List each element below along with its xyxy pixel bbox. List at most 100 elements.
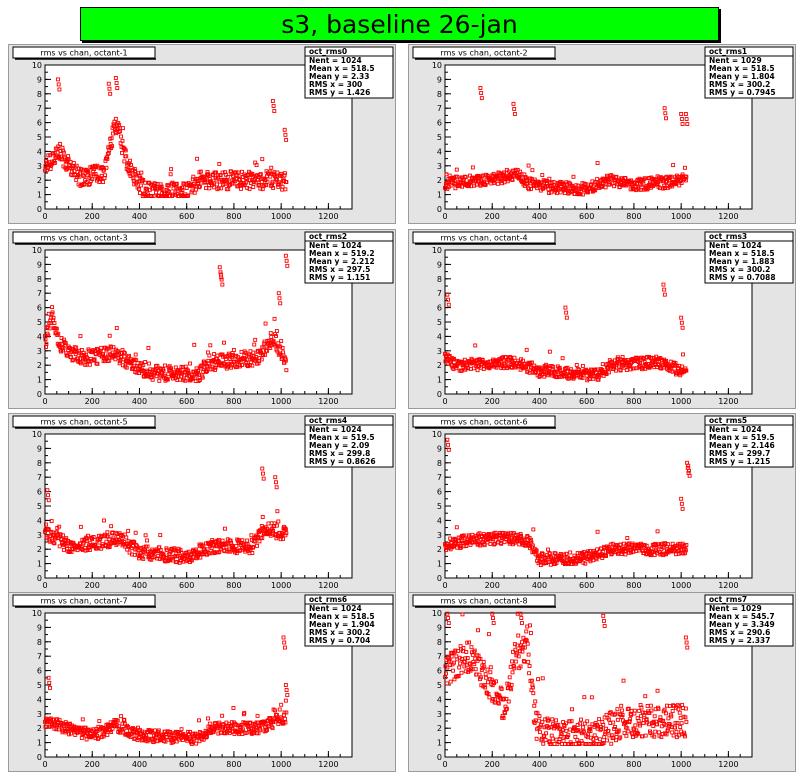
data-point	[200, 375, 205, 380]
data-point	[91, 358, 96, 362]
data-point	[126, 725, 131, 729]
stats-line: RMS x = 300	[309, 80, 362, 89]
data-point	[564, 315, 569, 320]
data-point	[274, 329, 279, 333]
x-tick-label: 600	[579, 397, 594, 406]
stats-line: Nent = 1029	[709, 604, 762, 613]
y-tick-label: 10	[32, 61, 42, 70]
x-tick-label: 800	[226, 581, 241, 590]
data-point	[551, 364, 556, 369]
data-point	[687, 473, 692, 478]
data-point	[497, 362, 502, 367]
y-tick-label: 1	[437, 560, 442, 569]
stats-line: Mean y = 2.33	[309, 72, 369, 81]
y-tick-label: 6	[37, 667, 42, 676]
data-point	[685, 122, 690, 126]
data-point	[207, 353, 212, 358]
data-point	[55, 146, 60, 151]
data-point	[682, 165, 687, 170]
data-point	[165, 377, 170, 382]
data-point	[448, 679, 453, 684]
data-point	[272, 109, 277, 114]
y-tick-label: 8	[37, 90, 42, 99]
y-tick-label: 1	[437, 376, 442, 385]
data-point	[165, 183, 170, 188]
x-tick-label: 600	[179, 581, 194, 590]
data-point	[673, 725, 677, 730]
data-point	[668, 174, 673, 179]
data-point	[559, 732, 564, 736]
x-tick-label: 800	[626, 581, 641, 590]
data-point	[554, 191, 559, 196]
data-point	[513, 647, 518, 652]
y-tick-label: 3	[437, 531, 442, 540]
chart-panel-octant-7: 0 1 2 3 4 5 6 7 8 9 10 0 200 400 600 800 1000 1200 rms vs …	[8, 592, 396, 772]
data-point	[86, 182, 91, 187]
data-point	[119, 134, 123, 139]
data-point	[63, 341, 68, 346]
data-point	[283, 683, 288, 687]
y-tick-label: 8	[437, 275, 442, 284]
stats-line: Nent = 1024	[309, 241, 362, 250]
data-point	[143, 180, 148, 185]
stats-line: Mean y = 3.349	[709, 620, 775, 629]
data-point	[626, 729, 631, 734]
data-point	[597, 717, 601, 722]
data-point	[49, 519, 54, 524]
data-point	[623, 183, 628, 188]
data-point	[250, 551, 255, 555]
chart-svg: 0 1 2 3 4 5 6 7 8 9 10 0 200 400 600 800 1000 1200 rms vs …	[412, 594, 794, 769]
x-tick-label: 0	[42, 760, 47, 769]
x-tick-label: 600	[579, 581, 594, 590]
data-point	[271, 104, 276, 108]
data-point	[206, 550, 211, 555]
data-point	[250, 363, 255, 368]
stats-line: RMS y = 0.7088	[709, 273, 776, 282]
data-point	[251, 354, 256, 359]
data-point	[580, 376, 585, 380]
data-point	[491, 621, 496, 626]
data-point	[217, 161, 222, 166]
data-point	[281, 635, 286, 640]
data-point	[265, 526, 269, 531]
data-point	[562, 552, 566, 557]
data-point	[107, 333, 112, 338]
data-point	[106, 81, 111, 86]
data-point	[620, 708, 625, 713]
chart-svg: 0 1 2 3 4 5 6 7 8 9 10 0 200 400 600 800 1000 1200 rms vs …	[412, 231, 794, 406]
data-point	[44, 168, 49, 173]
data-point	[511, 649, 515, 654]
y-tick-label: 1	[37, 739, 42, 748]
data-point	[620, 713, 625, 717]
data-point	[590, 742, 595, 746]
data-point	[48, 685, 52, 690]
data-point	[220, 713, 225, 718]
data-point	[113, 76, 118, 80]
data-point	[56, 77, 60, 82]
x-tick-label: 0	[442, 581, 447, 590]
data-point	[273, 708, 277, 713]
data-point	[594, 367, 599, 372]
data-point	[580, 725, 585, 730]
data-point	[470, 165, 475, 170]
data-point	[495, 181, 500, 186]
y-tick-label: 5	[37, 318, 42, 327]
data-point	[268, 716, 273, 720]
y-tick-label: 4	[37, 516, 42, 525]
chart-svg: 0 1 2 3 4 5 6 7 8 9 10 0 200 400 600 800 1000 1200 rms vs …	[412, 415, 794, 590]
data-point	[569, 719, 574, 724]
data-point	[601, 618, 606, 623]
data-point	[69, 169, 74, 174]
x-tick-label: 0	[42, 212, 47, 221]
data-point	[615, 717, 620, 722]
y-tick-label: 3	[437, 162, 442, 171]
data-point	[520, 621, 524, 626]
data-point	[478, 656, 483, 661]
data-point	[677, 710, 682, 715]
data-point	[244, 180, 249, 185]
data-point	[169, 167, 174, 172]
data-point	[133, 530, 138, 535]
y-tick-label: 3	[437, 347, 442, 356]
chart-panel-octant-3: 0 1 2 3 4 5 6 7 8 9 10 0 200 400 600 800 1000 1200 rms vs …	[8, 229, 396, 409]
data-point	[114, 81, 119, 85]
